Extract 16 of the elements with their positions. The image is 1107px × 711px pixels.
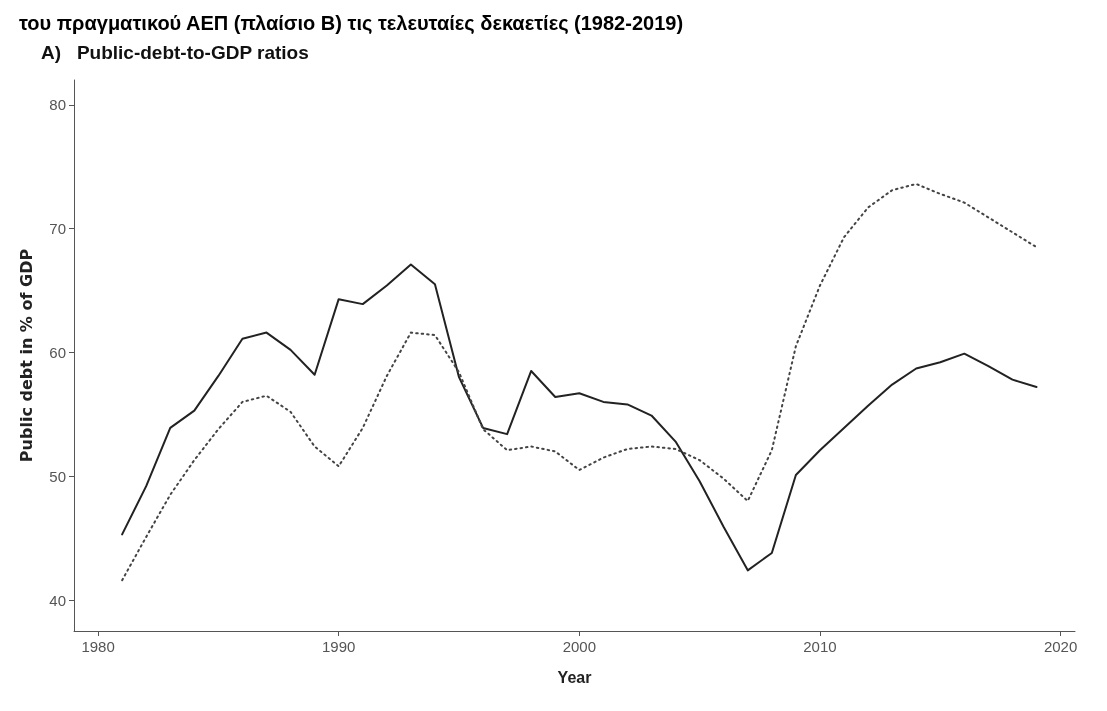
chart-title: του πραγματικού ΑΕΠ (πλαίσιο Β) τις τελευταίες δεκαετίες (1982-2019) xyxy=(19,12,684,34)
x-tick-label: 1980 xyxy=(81,638,115,655)
x-tick-label: 2000 xyxy=(562,638,596,655)
line-series xyxy=(121,183,1038,582)
x-tick-label: 1990 xyxy=(322,638,356,655)
x-axis-title: Year xyxy=(557,668,592,686)
line-series xyxy=(121,263,1038,572)
y-axis-title: Public debt in % of GDP xyxy=(16,248,36,463)
y-tick-label: 60 xyxy=(49,343,66,361)
x-tick-label: 2020 xyxy=(1043,638,1078,655)
y-tick-label: 40 xyxy=(49,591,66,609)
y-tick-label: 70 xyxy=(49,220,66,238)
chart-subtitle: A) Public-debt-to-GDP ratios xyxy=(41,42,309,63)
y-tick-label: 80 xyxy=(49,96,66,114)
x-tick-label: 2010 xyxy=(803,638,837,655)
y-tick-label: 50 xyxy=(49,467,66,485)
